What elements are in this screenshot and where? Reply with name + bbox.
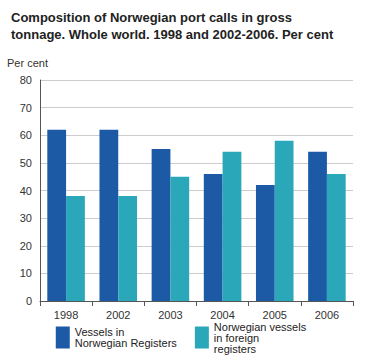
svg-text:registers: registers xyxy=(214,343,257,355)
svg-text:tonnage. Whole world. 1998 and: tonnage. Whole world. 1998 and 2002-2006… xyxy=(11,27,334,42)
svg-text:Norwegian Registers: Norwegian Registers xyxy=(75,337,178,349)
svg-text:Norwegian vessels: Norwegian vessels xyxy=(213,320,310,333)
svg-text:Composition of Norwegian port: Composition of Norwegian port calls in g… xyxy=(11,10,296,25)
svg-text:40: 40 xyxy=(20,185,32,197)
svg-text:30: 30 xyxy=(20,212,32,224)
svg-text:2006: 2006 xyxy=(315,309,339,321)
svg-text:80: 80 xyxy=(20,74,32,86)
svg-text:20: 20 xyxy=(20,240,32,252)
svg-text:2002: 2002 xyxy=(106,309,130,321)
svg-text:2003: 2003 xyxy=(158,309,182,321)
svg-text:in foreign: in foreign xyxy=(213,331,263,344)
svg-text:Vessels in: Vessels in xyxy=(74,326,128,338)
svg-text:1998: 1998 xyxy=(54,309,78,321)
svg-text:2005: 2005 xyxy=(263,309,287,321)
svg-text:Per cent: Per cent xyxy=(7,57,48,69)
svg-text:10: 10 xyxy=(20,267,32,279)
svg-text:0: 0 xyxy=(26,295,32,307)
svg-text:60: 60 xyxy=(20,129,32,141)
svg-text:50: 50 xyxy=(20,157,32,169)
svg-text:2004: 2004 xyxy=(210,309,234,321)
svg-text:70: 70 xyxy=(20,102,32,114)
